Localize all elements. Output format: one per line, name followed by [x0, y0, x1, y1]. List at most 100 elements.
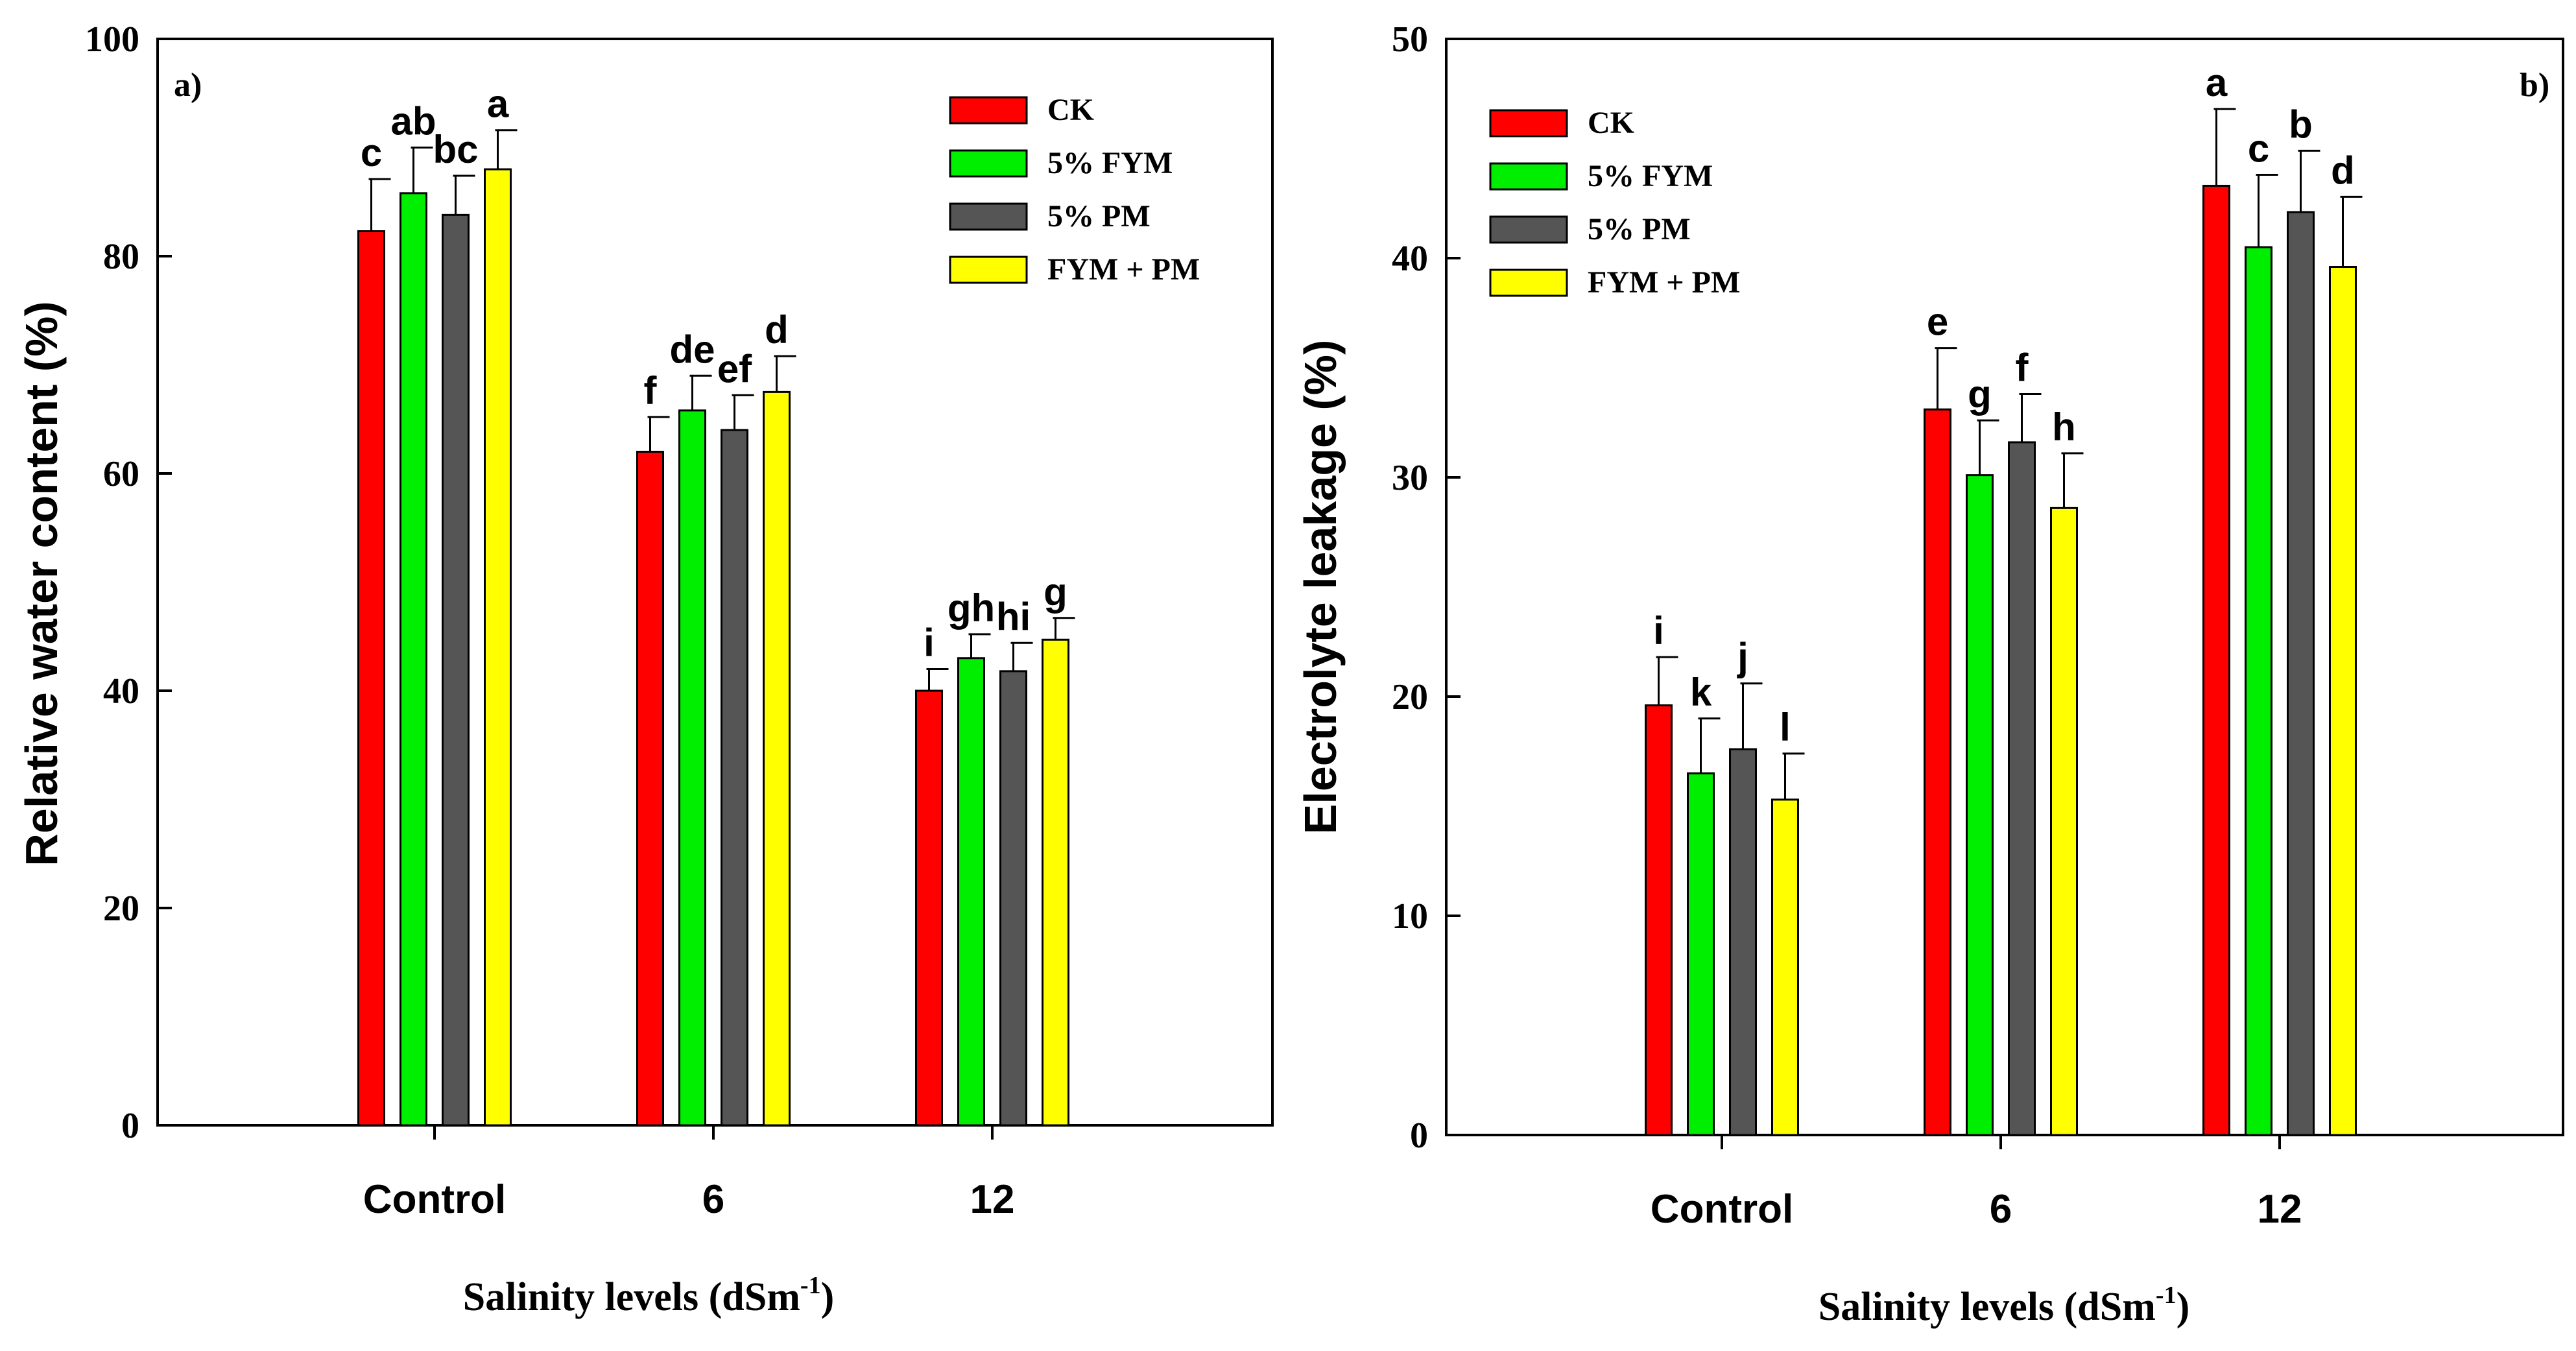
y-tick-label: 50 [1392, 19, 1428, 60]
x-axis-label-superscript: -1 [2156, 1282, 2176, 1309]
significance-label: e [1927, 300, 1948, 344]
bar [2202, 184, 2230, 1136]
legend-label: CK [1047, 93, 1094, 127]
significance-label: g [1044, 570, 1067, 614]
legend-swatch [1489, 109, 1568, 137]
bar [1966, 474, 1994, 1136]
significance-label: c [2248, 127, 2269, 171]
x-axis-label-superscript: -1 [800, 1272, 821, 1299]
legend-swatch [949, 149, 1028, 178]
y-tick-label: 40 [103, 671, 139, 711]
x-axis-label-close: ) [2176, 1285, 2190, 1329]
legend-label: 5% PM [1588, 212, 1691, 246]
significance-label: f [644, 369, 658, 412]
significance-label: gh [948, 586, 995, 630]
bar [1645, 704, 1673, 1136]
bar [1729, 748, 1757, 1136]
significance-label: b [2289, 102, 2313, 146]
legend: CK 5% FYM 5% PM FYM + PM [1489, 106, 1740, 300]
y-tick-label: 0 [121, 1106, 139, 1146]
x-axis-label-main: Salinity levels (dSm [463, 1275, 800, 1319]
bar [999, 670, 1027, 1127]
bar [400, 192, 427, 1127]
significance-label: i [924, 621, 935, 665]
legend-label: 5% PM [1047, 199, 1151, 233]
significance-label: bc [433, 128, 478, 171]
legend-swatch [1489, 162, 1568, 191]
bar [1687, 772, 1715, 1136]
significance-label: d [2331, 149, 2355, 192]
significance-label: c [361, 131, 382, 174]
significance-label: d [765, 308, 789, 352]
y-tick-label: 80 [103, 237, 139, 277]
bar [1042, 638, 1069, 1127]
significance-label: f [2016, 346, 2029, 390]
bar [957, 657, 985, 1127]
y-axis-label: Relative water content (%) [16, 301, 67, 866]
y-axis-label: Electrolyte leakage (%) [1295, 340, 1346, 835]
y-tick-label: 30 [1392, 458, 1428, 498]
y-tick-label: 20 [103, 889, 139, 929]
significance-label: h [2052, 405, 2076, 449]
x-category-label: 6 [702, 1177, 724, 1222]
y-tick-label: 60 [103, 454, 139, 494]
legend-label: FYM + PM [1588, 265, 1740, 300]
bar [2245, 246, 2272, 1136]
x-axis-label-main: Salinity levels (dSm [1819, 1285, 2156, 1329]
bar [1924, 408, 1951, 1136]
legend-label: 5% FYM [1588, 159, 1713, 193]
x-category-label: 12 [970, 1177, 1015, 1222]
y-tick-label: 0 [1410, 1116, 1428, 1156]
legend-label: FYM + PM [1047, 252, 1200, 287]
significance-label: ab [390, 100, 436, 143]
legend: CK 5% FYM 5% PM FYM + PM [949, 93, 1200, 287]
legend-label: CK [1588, 106, 1634, 140]
significance-label: k [1690, 671, 1712, 714]
legend-swatch [949, 202, 1028, 231]
bar [2287, 211, 2315, 1136]
legend-swatch [1489, 215, 1568, 244]
y-tick-label: 40 [1392, 239, 1428, 279]
significance-label: ef [717, 347, 752, 390]
x-axis-label-close: ) [821, 1275, 835, 1319]
significance-label: l [1780, 706, 1791, 749]
x-category-label: 12 [2258, 1187, 2302, 1232]
bar [721, 429, 748, 1127]
bar [357, 230, 385, 1127]
x-category-label: 6 [1990, 1187, 2012, 1232]
x-category-label: Control [1651, 1187, 1793, 1232]
significance-label: a [2206, 61, 2228, 104]
x-axis-label: Salinity levels (dSm-1) [463, 1272, 834, 1319]
bar [2050, 507, 2078, 1136]
bar [484, 168, 512, 1127]
chart-panel-a: 0 20 40 60 80 100 Control 6 12 c f i ab de gh bc ef hi a d g… [16, 19, 1274, 1319]
plot-frame [1445, 38, 2564, 1136]
legend-swatch [1489, 269, 1568, 297]
x-category-label: Control [363, 1177, 506, 1222]
chart-panel-b: 0 10 20 30 40 50 Control 6 12 i e a k g c j f b l h d CK 5% FY… [1295, 19, 2564, 1329]
significance-label: a [487, 82, 509, 126]
significance-label: de [669, 328, 715, 371]
panel-label: b) [2520, 67, 2549, 104]
significance-label: i [1653, 609, 1664, 652]
bar [2008, 441, 2036, 1136]
bar [763, 390, 791, 1127]
bar [678, 409, 706, 1127]
panel-label: a) [174, 67, 202, 104]
significance-label: g [1968, 372, 1992, 416]
x-axis-label: Salinity levels (dSm-1) [1819, 1282, 2189, 1329]
legend-swatch [949, 96, 1028, 125]
bar [1771, 798, 1799, 1136]
y-tick-label: 10 [1392, 896, 1428, 937]
bar [915, 689, 943, 1127]
y-tick-label: 100 [85, 19, 139, 60]
y-tick-label: 20 [1392, 677, 1428, 717]
significance-label: hi [996, 595, 1031, 638]
plot-frame [156, 38, 1274, 1127]
bar [442, 213, 470, 1127]
significance-label: j [1737, 636, 1748, 679]
bar [2329, 266, 2357, 1136]
legend-label: 5% FYM [1047, 146, 1173, 180]
bar [636, 451, 664, 1127]
